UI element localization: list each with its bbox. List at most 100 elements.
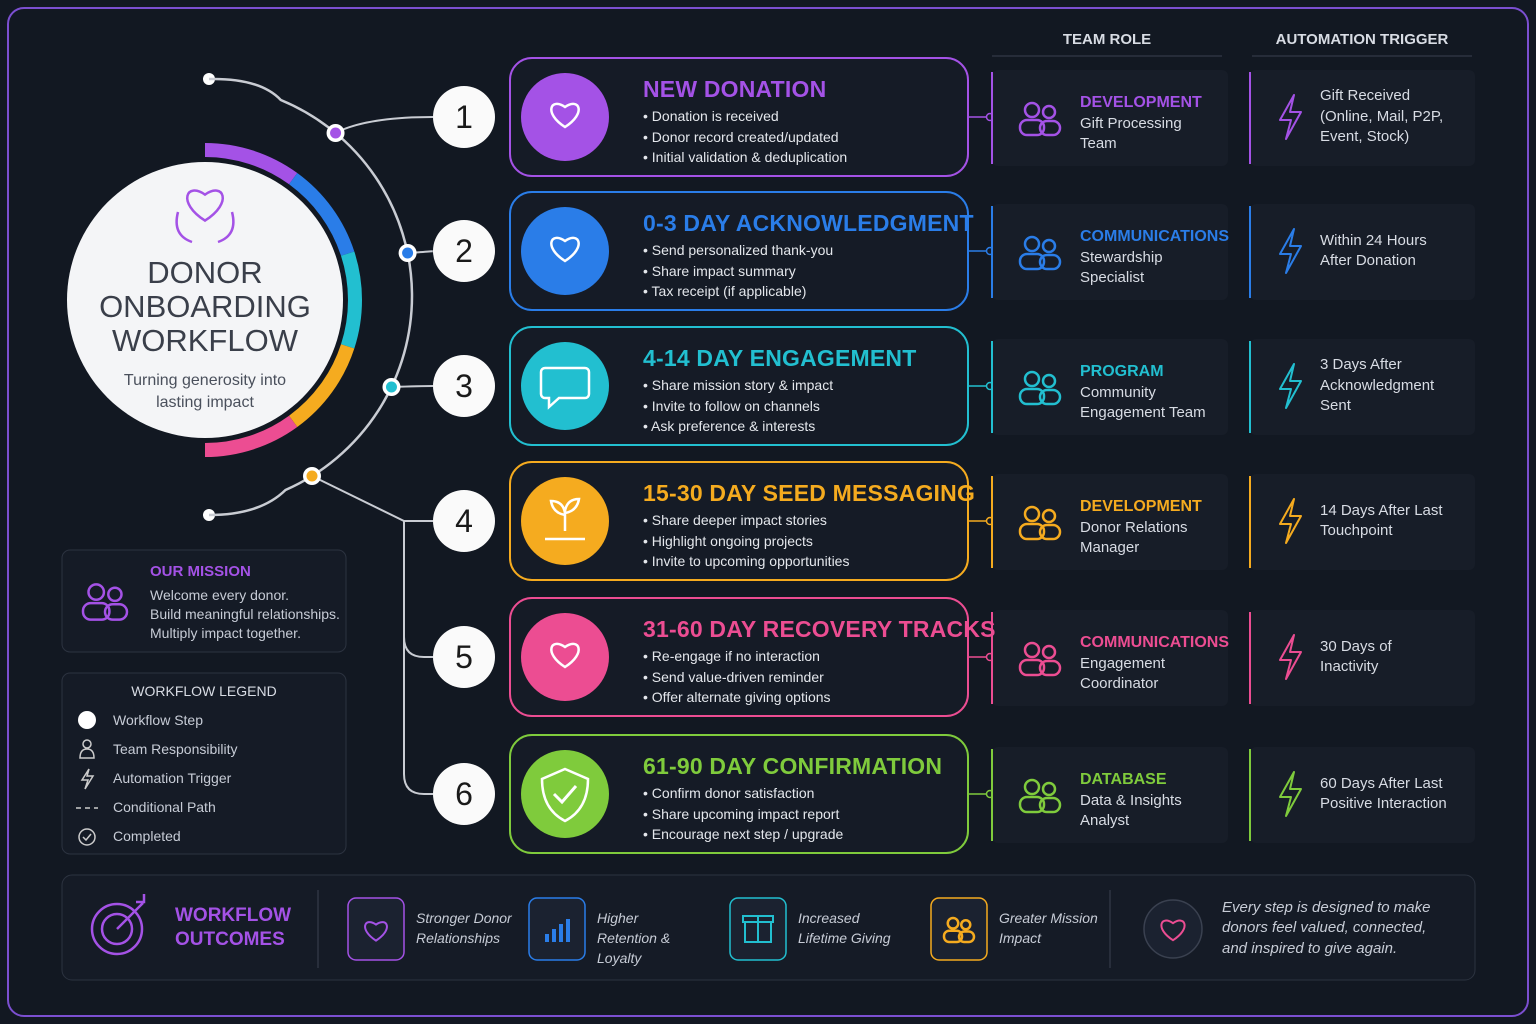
quote-icon-circle [1143,899,1203,959]
role-name: Gift Processing Team [1080,115,1182,152]
legend-icon [79,748,95,759]
column-header: TEAM ROLE [1062,31,1152,48]
step-icon-circle [521,613,609,701]
icon-part [87,583,106,602]
step-title: 61-90 DAY CONFIRMATION [643,753,943,779]
icon-part [1038,119,1062,137]
bolt-icon [1279,498,1302,544]
step-bullet: Confirm donor satisfaction [643,784,815,803]
step-bullet: Send personalized thank-you [643,241,833,260]
ring-arc [204,143,298,185]
outcome-icon-box [528,897,586,961]
trigger-text: 14 Days After Last Touchpoint [1320,501,1443,540]
outcome-label: Increased Lifetime Giving [798,910,891,946]
legend-label: Team Responsibility [113,741,238,757]
step-title: 0-3 DAY ACKNOWLEDGMENT [643,210,974,236]
flow-node-dot [385,381,397,393]
trigger-card [1250,610,1475,706]
bar-glyph [545,934,549,942]
outcome-label: Greater Mission Impact [999,910,1098,946]
ring-arc [340,251,362,349]
legend-label: Conditional Path [113,799,216,815]
role-name: Engagement Coordinator [1080,655,1166,692]
icon-part [81,601,111,621]
step-icon-circle [521,342,609,430]
role-department: DEVELOPMENT [1080,498,1202,515]
target-icon [90,902,144,956]
legend-icon [80,768,95,790]
bolt-icon [1279,94,1302,140]
role-name: Stewardship Specialist [1080,249,1163,286]
step-bullet: Share deeper impact stories [643,511,827,530]
icon-part [103,602,129,621]
step-icon-circle [521,207,609,295]
icon-part [1038,796,1062,814]
step-bullet: Share mission story & impact [643,376,833,395]
icon-part [1038,253,1062,271]
icon-part [1018,252,1046,271]
trigger-card [1250,70,1475,166]
icon-part [1023,778,1041,796]
icon-part [1041,104,1057,120]
legend-icon [78,711,96,729]
mission-line: Welcome every donor. [150,587,290,603]
heart-icon [550,102,580,129]
bolt-icon [1279,363,1302,409]
role-card [992,204,1228,300]
icon-part [1018,118,1046,137]
flow-arc [208,77,414,517]
trigger-text: Within 24 Hours After Donation [1320,231,1427,270]
ring-arc [288,172,355,256]
mission-title: OUR MISSION [150,563,251,580]
outcome-icon-box [930,897,988,961]
icon-part [946,916,960,930]
step-title: NEW DONATION [643,76,827,102]
step-number: 5 [455,639,473,675]
icon-part [960,919,972,931]
bolt-icon [1279,228,1302,274]
role-department: DATABASE [1080,771,1167,788]
step-title: 15-30 DAY SEED MESSAGING [643,480,976,506]
ring-arc [204,415,298,457]
legend-icon [82,833,92,842]
step-bullet: Initial validation & deduplication [643,148,847,167]
target-icon [100,912,134,946]
outcome-icon-box [347,897,405,961]
icon-part [1041,644,1057,660]
role-card [992,474,1228,570]
sprout-icon [545,497,585,541]
icon-part [107,586,123,603]
role-name: Community Engagement Team [1080,384,1206,421]
target-arrow [116,894,146,930]
heart-icon [550,236,580,263]
icon-part [1041,373,1057,389]
bar-glyph [566,919,570,942]
heart-icon [550,642,580,669]
outcome-label: Stronger Donor Relationships [416,910,512,946]
trigger-card [1250,474,1475,570]
bolt-icon [1279,771,1302,817]
step-number: 4 [455,503,473,539]
legend-box [61,672,347,855]
step-number-circle [433,220,495,282]
step-icon-circle [521,73,609,161]
step-bullet: Donation is received [643,107,779,126]
trigger-text: 60 Days After Last Positive Interaction [1320,774,1447,813]
role-department: COMMUNICATIONS [1080,634,1230,651]
icon-part [1018,795,1046,814]
trigger-card [1250,204,1475,300]
ring-arc [288,344,355,428]
mission-line: Build meaningful relationships. [150,606,340,622]
step-bullet: Highlight ongoing projects [643,532,813,551]
role-name: Data & Insights Analyst [1080,792,1182,829]
heart-icon [1160,919,1186,942]
icon-part [1023,505,1041,523]
role-card [992,70,1228,166]
step-icon-circle [521,750,609,838]
outcomes-title: WORKFLOW OUTCOMES [175,905,292,950]
icon-part [1023,101,1041,119]
step-number-circle [433,355,495,417]
step-number-circle [433,763,495,825]
flow-node-dot [330,127,342,139]
legend-label: Automation Trigger [113,770,232,786]
